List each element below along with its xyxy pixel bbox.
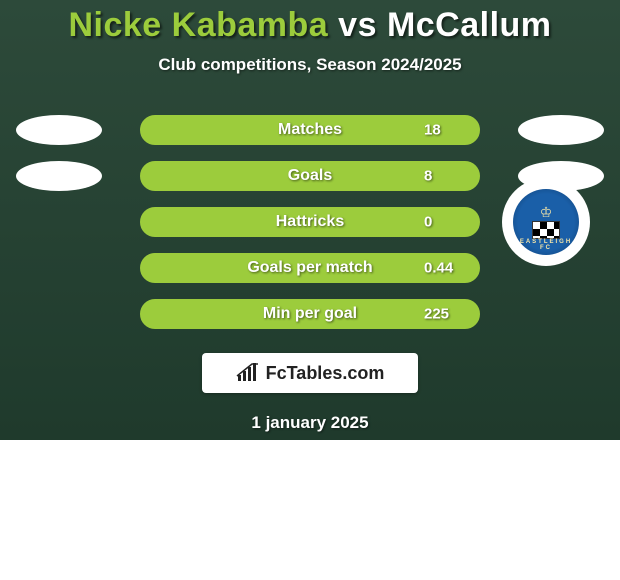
player1-badge-placeholder <box>16 161 102 191</box>
club-crest: ♔ EASTLEIGH FC <box>513 189 579 255</box>
stat-value-right: 8 <box>424 168 468 185</box>
brand-text: FcTables.com <box>266 363 385 384</box>
checker-pattern <box>532 221 560 239</box>
player1-badge-placeholder <box>16 115 102 145</box>
subtitle: Club competitions, Season 2024/2025 <box>0 55 620 75</box>
chart-icon <box>236 363 260 383</box>
player1-name: Nicke Kabamba <box>68 6 328 44</box>
crown-icon: ♔ <box>540 205 553 219</box>
club-name: EASTLEIGH FC <box>513 239 579 251</box>
vs-label: vs <box>338 6 377 44</box>
stat-value-right: 0 <box>424 214 468 231</box>
date-label: 1 january 2025 <box>0 413 620 433</box>
stat-value-right: 0.44 <box>424 260 468 277</box>
player2-name: McCallum <box>387 6 552 44</box>
stat-row: Min per goal225 <box>0 291 620 337</box>
comparison-card: Nicke Kabamba vs McCallum Club competiti… <box>0 0 620 440</box>
stat-value-right: 225 <box>424 306 468 323</box>
stat-row: Matches18 <box>0 107 620 153</box>
stat-value-right: 18 <box>424 122 468 139</box>
page-title: Nicke Kabamba vs McCallum <box>0 6 620 45</box>
club-badge: ♔ EASTLEIGH FC <box>502 178 590 266</box>
player2-badge-placeholder <box>518 115 604 145</box>
branding-badge[interactable]: FcTables.com <box>202 353 418 393</box>
